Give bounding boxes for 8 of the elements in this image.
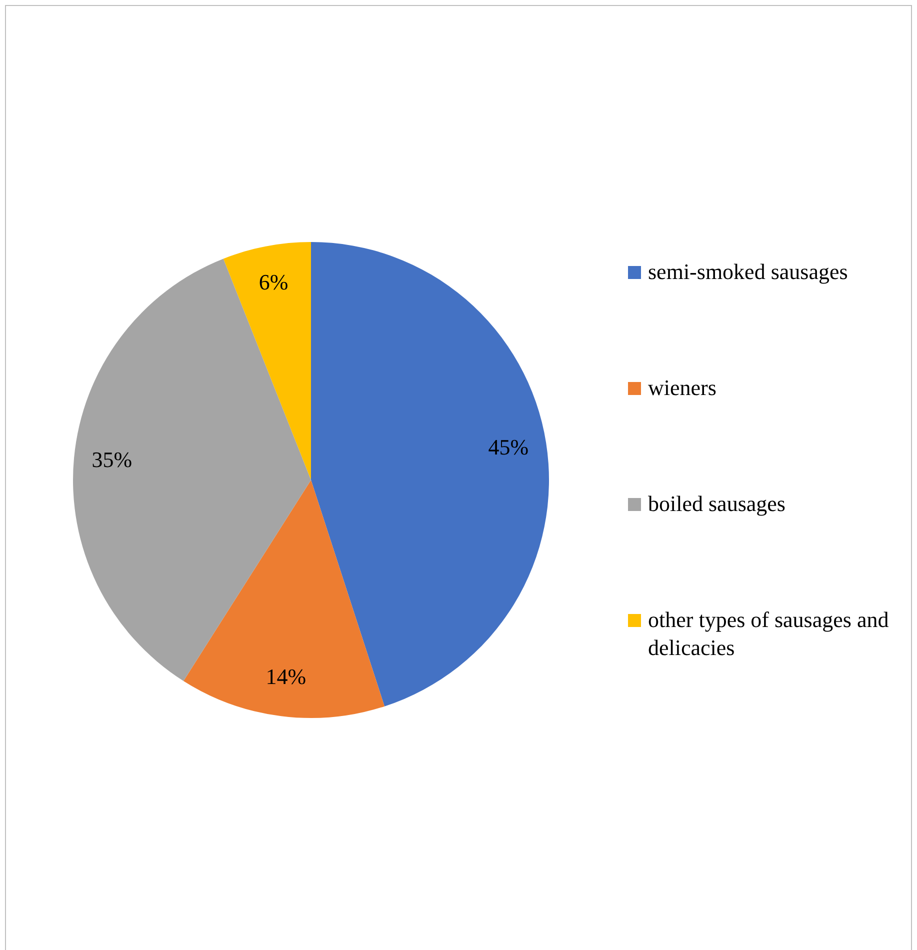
legend-label: wieners: [648, 374, 716, 402]
legend-label: semi-smoked sausages: [648, 258, 848, 286]
data-label: 6%: [258, 269, 288, 294]
data-label: 35%: [92, 446, 132, 472]
data-label: 45%: [488, 434, 529, 460]
legend-label: boiled sausages: [648, 490, 786, 518]
legend-label: other types of sausages and delicacies: [648, 606, 890, 662]
data-label: 14%: [266, 664, 306, 690]
